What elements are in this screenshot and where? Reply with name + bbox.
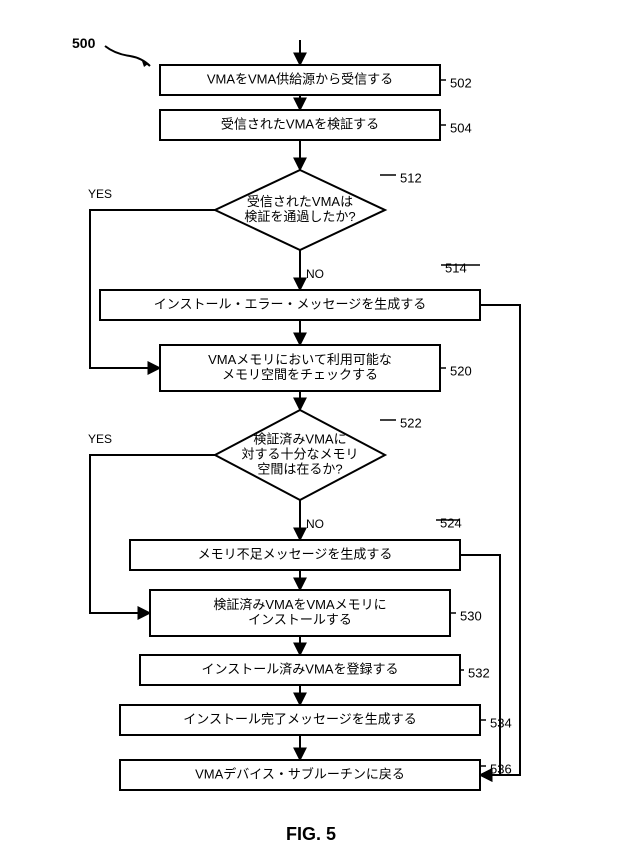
node-text: インストール完了メッセージを生成する <box>183 711 416 726</box>
ref-label: 522 <box>400 415 422 430</box>
ref-label: 532 <box>468 665 490 680</box>
node-text: 受信されたVMAを検証する <box>221 116 379 131</box>
node-n536: VMAデバイス・サブルーチンに戻る <box>120 760 480 790</box>
node-text: メモリ空間をチェックする <box>222 367 378 382</box>
ref-label: 530 <box>460 608 482 623</box>
node-n522: 検証済みVMAに対する十分なメモリ空間は在るか? <box>215 410 385 500</box>
ref-label: 514 <box>445 260 467 275</box>
node-n512: 受信されたVMAは検証を通過したか? <box>215 170 385 250</box>
ref-label: 534 <box>490 715 512 730</box>
node-n514: インストール・エラー・メッセージを生成する <box>100 290 480 320</box>
node-text: インストール済みVMAを登録する <box>202 661 399 676</box>
node-text: メモリ不足メッセージを生成する <box>198 546 393 561</box>
figure-caption: FIG. 5 <box>286 824 336 844</box>
node-text: 検証済みVMAに <box>253 431 346 446</box>
ref-label: 512 <box>400 170 422 185</box>
node-text: VMAをVMA供給源から受信する <box>207 71 393 86</box>
edge-label: NO <box>306 267 324 281</box>
node-text: 対する十分なメモリ <box>241 446 358 461</box>
ref-label: 504 <box>450 120 472 135</box>
ref-label: 502 <box>450 75 472 90</box>
node-text: 検証済みVMAをVMAメモリに <box>213 597 386 612</box>
ref-500: 500 <box>72 35 96 51</box>
ref-label: 520 <box>450 363 472 378</box>
node-n520: VMAメモリにおいて利用可能なメモリ空間をチェックする <box>160 345 440 391</box>
node-n524: メモリ不足メッセージを生成する <box>130 540 460 570</box>
node-n504: 受信されたVMAを検証する <box>160 110 440 140</box>
node-n532: インストール済みVMAを登録する <box>140 655 460 685</box>
edge-label: NO <box>306 517 324 531</box>
node-text: インストールする <box>248 612 352 627</box>
edge-label: YES <box>88 432 112 446</box>
node-text: VMAメモリにおいて利用可能な <box>208 352 392 367</box>
node-text: 空間は在るか? <box>257 461 342 476</box>
ref-label: 524 <box>440 515 462 530</box>
node-n534: インストール完了メッセージを生成する <box>120 705 480 735</box>
edge-label: YES <box>88 187 112 201</box>
node-text: インストール・エラー・メッセージを生成する <box>154 296 426 311</box>
node-n502: VMAをVMA供給源から受信する <box>160 65 440 95</box>
node-n530: 検証済みVMAをVMAメモリにインストールする <box>150 590 450 636</box>
node-text: 検証を通過したか? <box>244 209 355 224</box>
node-text: 受信されたVMAは <box>247 194 353 209</box>
node-text: VMAデバイス・サブルーチンに戻る <box>195 766 405 781</box>
ref-label: 536 <box>490 761 512 776</box>
